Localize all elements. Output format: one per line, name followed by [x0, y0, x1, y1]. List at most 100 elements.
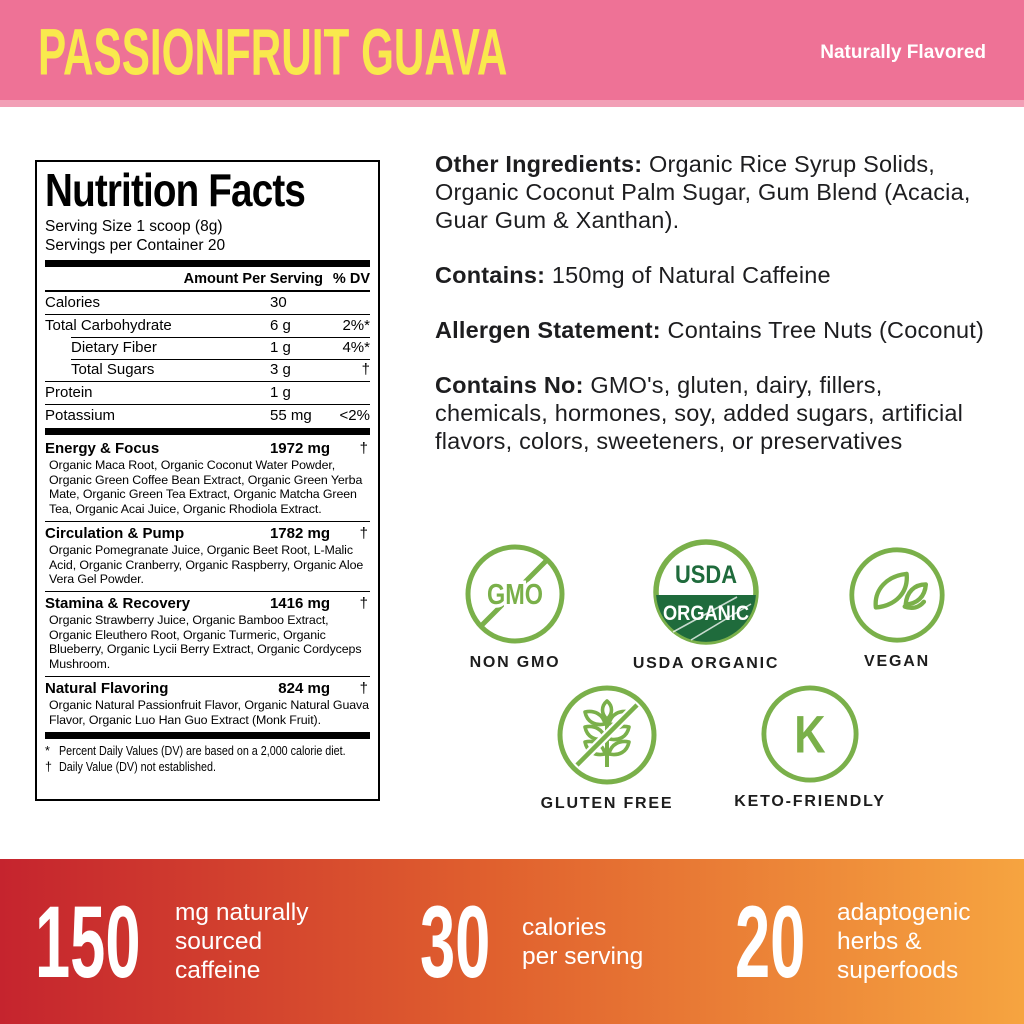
badge-gluten-free: GLUTEN FREE: [522, 683, 692, 813]
badge-usda-organic: USDA ORGANIC USDA ORGANIC: [621, 537, 791, 673]
column-headers: Amount Per Serving % DV: [45, 270, 370, 292]
contains-paragraph: Contains: 150mg of Natural Caffeine: [435, 261, 995, 289]
blend-section: Stamina & Recovery 1416 mg † Organic Str…: [45, 591, 370, 676]
stat-label: adaptogenic herbs & superfoods: [837, 898, 971, 985]
section-dv: †: [359, 524, 368, 542]
stat-label-line: caffeine: [175, 957, 261, 984]
section-name: Natural Flavoring: [45, 679, 169, 697]
stat-value: 150: [35, 891, 157, 993]
section-amount: 1972 mg: [269, 440, 330, 458]
section-ingredients: Organic Natural Passionfruit Flavor, Org…: [49, 697, 369, 727]
stat-number: 150: [35, 884, 141, 999]
table-row: Dietary Fiber 1 g 4%*: [45, 337, 370, 360]
table-row: Calories 30: [45, 291, 370, 314]
table-row: Potassium 55 mg <2%: [45, 404, 370, 427]
row-amount: 3 g: [270, 361, 291, 379]
amount-per-serving-header: Amount Per Serving: [183, 271, 323, 288]
usda-organic-icon: USDA ORGANIC: [653, 539, 759, 645]
section-dv: †: [359, 595, 368, 612]
stat-number: 20: [735, 884, 806, 999]
stat-label-line: superfoods: [837, 957, 959, 984]
section-amount: 1782 mg: [269, 524, 330, 542]
row-amount: 30: [270, 294, 287, 312]
section-amount: 824 mg: [278, 679, 330, 697]
nutrition-facts-panel: Nutrition Facts Serving Size 1 scoop (8g…: [35, 160, 380, 801]
row-amount: 6 g: [270, 317, 291, 335]
serving-size: Serving Size 1 scoop (8g): [45, 218, 223, 236]
footnote-text: Percent Daily Values (DV) are based on a…: [59, 744, 346, 759]
stat-caffeine: 150 mg naturally sourced caffeine: [35, 859, 308, 1024]
row-name: Calories: [45, 294, 101, 312]
naturally-flavored-tagline: Naturally Flavored: [820, 42, 986, 63]
footnote-text: Daily Value (DV) not established.: [59, 759, 216, 774]
blend-section: Natural Flavoring 824 mg † Organic Natur…: [45, 675, 370, 731]
badge-label: NON GMO: [469, 654, 561, 671]
row-dv: 4%*: [342, 339, 370, 357]
stat-value: 30: [420, 891, 504, 993]
badge-non-gmo: GMO NON GMO: [430, 542, 600, 672]
blend-section: Energy & Focus 1972 mg † Organic Maca Ro…: [45, 437, 370, 521]
stat-label: calories per serving: [522, 913, 643, 971]
row-name: Potassium: [45, 407, 116, 425]
row-amount: 55 mg: [270, 407, 312, 425]
info-panel: Other Ingredients: Organic Rice Syrup So…: [435, 150, 995, 482]
section-ingredients: Organic Maca Root, Organic Coconut Water…: [49, 458, 363, 517]
stat-label-line: mg naturally: [175, 899, 309, 926]
row-name: Total Carbohydrate: [45, 317, 172, 335]
paragraph-text: GMO's, gluten, dairy, fillers, chemicals…: [435, 372, 964, 454]
stat-label-line: per serving: [522, 942, 644, 970]
stat-adaptogens: 20 adaptogenic herbs & superfoods: [735, 859, 971, 1024]
footnotes: * Percent Daily Values (DV) are based on…: [45, 741, 370, 775]
svg-text:ORGANIC: ORGANIC: [663, 602, 749, 625]
keto-k-icon: K: [761, 685, 859, 783]
non-gmo-icon: GMO: [465, 544, 565, 644]
flavor-banner: PASSIONFRUIT GUAVA Naturally Flavored: [0, 0, 1024, 107]
paragraph-text: 150mg of Natural Caffeine: [545, 262, 831, 288]
stat-label-line: calories: [522, 913, 607, 941]
gluten-free-icon: [557, 685, 657, 785]
thick-divider: [45, 732, 370, 740]
badge-keto-friendly: K KETO-FRIENDLY: [725, 683, 895, 811]
stat-label-line: adaptogenic: [837, 899, 971, 926]
badge-label: USDA ORGANIC: [632, 655, 780, 672]
section-name: Energy & Focus: [45, 440, 160, 458]
stat-number: 30: [420, 884, 491, 999]
row-dv: <2%: [339, 407, 370, 425]
servings-per-container: Servings per Container 20: [45, 236, 226, 254]
vegan-leaf-icon: [849, 547, 945, 643]
banner-bottom-strip: [0, 100, 1024, 107]
row-name: Total Sugars: [71, 361, 155, 379]
section-dv: †: [359, 440, 368, 458]
paragraph-lead: Allergen Statement:: [435, 317, 661, 343]
paragraph-lead: Other Ingredients:: [435, 151, 643, 177]
blend-section: Circulation & Pump 1782 mg † Organic Pom…: [45, 520, 370, 591]
allergen-paragraph: Allergen Statement: Contains Tree Nuts (…: [435, 316, 995, 344]
table-row: Total Sugars 3 g †: [45, 359, 370, 382]
badge-label: VEGAN: [864, 653, 930, 670]
stats-banner: 150 mg naturally sourced caffeine 30 cal…: [0, 859, 1024, 1024]
badge-label: KETO-FRIENDLY: [734, 793, 886, 810]
stat-label-line: sourced: [175, 928, 263, 955]
dv-header: % DV: [332, 271, 370, 288]
stat-label: mg naturally sourced caffeine: [175, 898, 308, 985]
section-name: Stamina & Recovery: [45, 595, 191, 612]
stat-label-line: herbs &: [837, 928, 922, 955]
section-dv: †: [359, 679, 368, 697]
paragraph-lead: Contains:: [435, 262, 546, 288]
svg-text:GMO: GMO: [487, 579, 543, 611]
thick-divider: [45, 428, 370, 436]
paragraph-lead: Contains No:: [435, 372, 584, 398]
row-name: Protein: [45, 384, 93, 402]
section-ingredients: Organic Strawberry Juice, Organic Bamboo…: [49, 613, 362, 672]
flavor-title: PASSIONFRUIT GUAVA: [38, 14, 508, 89]
contains-no-paragraph: Contains No: GMO's, gluten, dairy, fille…: [435, 371, 995, 455]
section-ingredients: Organic Pomegranate Juice, Organic Beet …: [49, 542, 364, 587]
row-dv: †: [361, 361, 370, 379]
paragraph-text: Contains Tree Nuts (Coconut): [660, 317, 984, 343]
other-ingredients-paragraph: Other Ingredients: Organic Rice Syrup So…: [435, 150, 995, 234]
stat-value: 20: [735, 891, 819, 993]
row-amount: 1 g: [270, 339, 291, 357]
nutrition-facts-title: Nutrition Facts: [45, 164, 306, 216]
badge-vegan: VEGAN: [812, 545, 982, 671]
